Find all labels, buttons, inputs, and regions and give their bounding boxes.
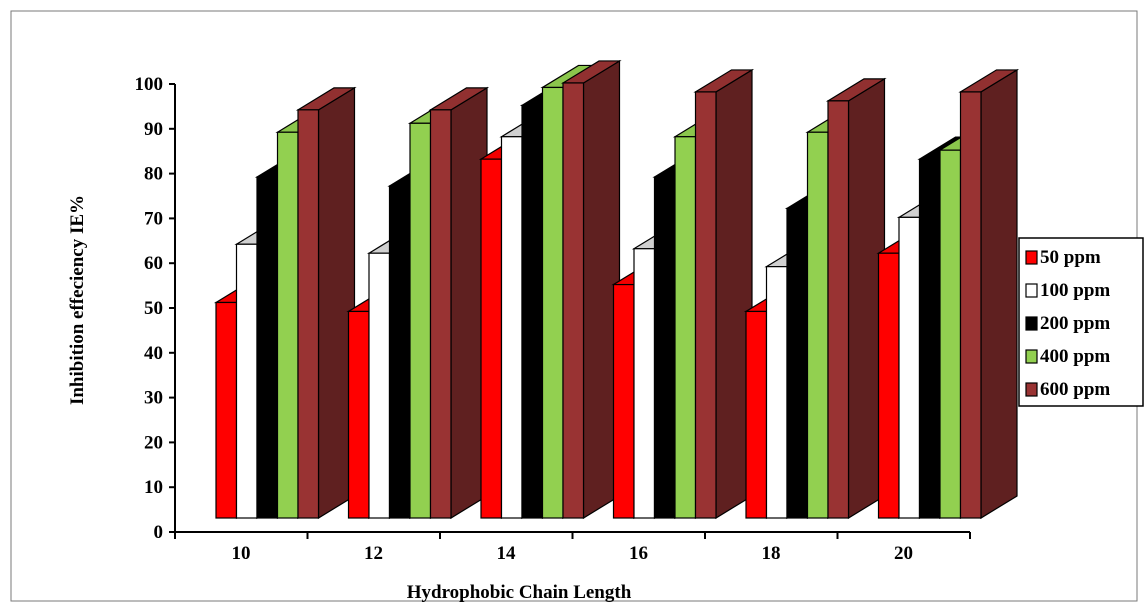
bar-600-ppm-16 [693, 68, 755, 520]
y-tick-label: 100 [135, 74, 164, 95]
bar-front-face [429, 109, 452, 519]
legend-label: 400 ppm [1040, 346, 1110, 367]
bars-layer [213, 59, 1020, 520]
legend-label: 600 ppm [1040, 379, 1110, 400]
y-tick-label: 50 [144, 298, 163, 319]
legend-swatch [1025, 250, 1038, 265]
bar-front-face [409, 122, 432, 519]
legend-box [1018, 237, 1144, 407]
bar-front-face [694, 91, 717, 519]
bar-front-face [806, 131, 829, 519]
y-tick-label: 20 [144, 432, 163, 453]
legend-swatch [1025, 283, 1038, 298]
x-axis-title: Hydrophobic Chain Length [407, 582, 632, 603]
y-tick-label: 40 [144, 343, 163, 364]
y-tick-label: 0 [154, 522, 164, 543]
bar-front-face [256, 176, 279, 519]
bar-front-face [827, 100, 850, 519]
bar-front-face [562, 82, 585, 519]
bar-front-face [612, 283, 635, 519]
bar-front-face [215, 301, 238, 519]
legend-label: 50 ppm [1040, 247, 1101, 268]
bar-600-ppm-20 [958, 68, 1020, 520]
bar-600-ppm-12 [428, 86, 490, 520]
bar-front-face [653, 176, 676, 519]
bar-front-face [541, 86, 564, 519]
bar-front-face [276, 131, 299, 519]
bar-front-face [745, 310, 768, 519]
bar-front-face [235, 243, 258, 519]
y-tick-label: 80 [144, 164, 163, 185]
x-tick-label: 10 [232, 543, 251, 564]
bar-front-face [480, 158, 503, 519]
bar-600-ppm-14 [560, 59, 622, 520]
legend-swatch [1025, 349, 1038, 364]
legend-label: 100 ppm [1040, 280, 1110, 301]
bar-front-face [297, 109, 320, 519]
bar-front-face [786, 207, 809, 519]
legend: 50 ppm 100 ppm 200 ppm 400 ppm 600 ppm [1018, 237, 1144, 407]
legend-swatch [1025, 316, 1038, 331]
axes-layer: 0 10 20 30 40 50 60 70 80 90 100 10 12 14 16 18 20 [135, 74, 971, 564]
y-tick-label: 90 [144, 119, 163, 140]
y-tick-label: 70 [144, 208, 163, 229]
bar-front-face [959, 91, 982, 519]
bar-front-face [347, 310, 370, 519]
x-tick-label: 12 [364, 543, 383, 564]
x-tick-label: 14 [497, 543, 517, 564]
bar-side-face [980, 68, 1018, 520]
bar-600-ppm-10 [295, 86, 357, 520]
legend-label: 200 ppm [1040, 313, 1110, 334]
bar-front-face [500, 136, 523, 519]
x-tick-label: 16 [629, 543, 648, 564]
legend-swatch [1025, 382, 1038, 397]
y-tick-label: 10 [144, 477, 163, 498]
bar-front-face [521, 104, 544, 519]
y-tick-label: 60 [144, 253, 163, 274]
bar-front-face [939, 149, 962, 519]
bar-front-face [765, 266, 788, 519]
x-tick-label: 20 [894, 543, 913, 564]
bar-600-ppm-18 [825, 77, 887, 520]
bar-front-face [918, 158, 941, 519]
y-axis-title: Inhibition effeciency IE% [67, 195, 88, 405]
bar-front-face [633, 248, 656, 519]
bar-front-face [388, 185, 411, 519]
x-tick-label: 18 [762, 543, 781, 564]
bar-front-face [674, 136, 697, 519]
bar-front-face [368, 252, 391, 519]
y-tick-label: 30 [144, 388, 163, 409]
bar-front-face [877, 252, 900, 519]
bar-front-face [898, 216, 921, 519]
